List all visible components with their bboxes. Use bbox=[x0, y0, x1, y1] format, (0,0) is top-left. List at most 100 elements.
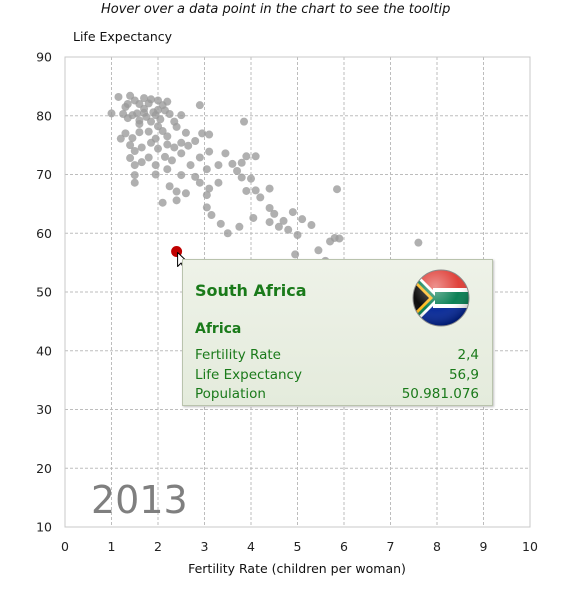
data-point[interactable] bbox=[214, 161, 223, 170]
data-point[interactable] bbox=[207, 211, 216, 220]
year-label: 2013 bbox=[91, 478, 188, 522]
data-point[interactable] bbox=[205, 147, 214, 156]
data-point[interactable] bbox=[279, 216, 288, 225]
data-point[interactable] bbox=[242, 152, 251, 161]
data-point[interactable] bbox=[147, 117, 156, 126]
data-point[interactable] bbox=[265, 218, 274, 227]
data-point[interactable] bbox=[123, 100, 132, 108]
data-point[interactable] bbox=[195, 178, 204, 187]
data-point[interactable] bbox=[237, 173, 246, 182]
data-point[interactable] bbox=[107, 109, 116, 118]
data-point[interactable] bbox=[251, 152, 260, 161]
data-point[interactable] bbox=[163, 165, 172, 174]
data-point[interactable] bbox=[288, 208, 297, 217]
data-point[interactable] bbox=[237, 158, 246, 167]
data-point[interactable] bbox=[135, 119, 144, 128]
data-point[interactable] bbox=[144, 127, 153, 136]
data-point[interactable] bbox=[181, 128, 190, 137]
data-point[interactable] bbox=[114, 92, 123, 101]
data-point[interactable] bbox=[191, 172, 200, 181]
data-point[interactable] bbox=[140, 94, 149, 103]
data-point[interactable] bbox=[116, 134, 125, 143]
data-point[interactable] bbox=[205, 184, 214, 193]
data-point[interactable] bbox=[256, 193, 265, 202]
data-point[interactable] bbox=[167, 156, 176, 165]
data-point[interactable] bbox=[242, 186, 251, 195]
data-point[interactable] bbox=[335, 234, 344, 243]
data-point[interactable] bbox=[240, 117, 249, 126]
data-point[interactable] bbox=[221, 149, 230, 158]
data-point[interactable] bbox=[291, 250, 300, 259]
data-point[interactable] bbox=[198, 129, 207, 138]
data-point[interactable] bbox=[333, 185, 342, 194]
data-point[interactable] bbox=[202, 203, 211, 212]
data-point[interactable] bbox=[195, 153, 204, 162]
data-point[interactable] bbox=[170, 143, 179, 152]
data-point[interactable] bbox=[163, 97, 172, 106]
data-point[interactable] bbox=[165, 182, 174, 191]
data-point[interactable] bbox=[233, 166, 242, 175]
data-point[interactable] bbox=[128, 111, 137, 120]
data-point[interactable] bbox=[284, 225, 293, 234]
data-point[interactable] bbox=[151, 161, 160, 170]
data-point[interactable] bbox=[130, 147, 139, 155]
data-point[interactable] bbox=[135, 100, 144, 108]
data-point[interactable] bbox=[154, 144, 162, 153]
data-point[interactable] bbox=[414, 238, 423, 247]
data-point[interactable] bbox=[202, 165, 211, 174]
data-point[interactable] bbox=[172, 122, 181, 131]
data-point[interactable] bbox=[163, 132, 172, 141]
data-point[interactable] bbox=[165, 109, 174, 118]
data-point[interactable] bbox=[270, 209, 279, 218]
data-point[interactable] bbox=[181, 189, 190, 198]
data-point[interactable] bbox=[147, 138, 156, 147]
data-point[interactable] bbox=[293, 231, 302, 240]
data-point[interactable] bbox=[140, 108, 149, 117]
data-point[interactable] bbox=[147, 95, 156, 104]
data-point[interactable] bbox=[214, 178, 223, 187]
data-point[interactable] bbox=[251, 186, 260, 195]
data-point[interactable] bbox=[216, 219, 225, 228]
data-point[interactable] bbox=[191, 137, 200, 146]
data-point[interactable] bbox=[202, 191, 211, 200]
data-point[interactable] bbox=[177, 149, 186, 158]
data-point[interactable] bbox=[135, 128, 144, 137]
data-point[interactable] bbox=[156, 115, 165, 124]
data-point[interactable] bbox=[130, 171, 139, 180]
data-point[interactable] bbox=[247, 174, 255, 183]
data-point[interactable] bbox=[144, 153, 153, 162]
data-point[interactable] bbox=[163, 140, 172, 149]
data-point[interactable] bbox=[177, 171, 186, 180]
data-point[interactable] bbox=[137, 143, 146, 152]
data-point[interactable] bbox=[177, 138, 186, 147]
data-point[interactable] bbox=[160, 152, 169, 161]
data-point[interactable] bbox=[154, 122, 162, 131]
data-point[interactable] bbox=[137, 158, 146, 167]
data-point[interactable] bbox=[126, 141, 135, 150]
data-point[interactable] bbox=[205, 130, 214, 139]
data-point[interactable] bbox=[314, 246, 323, 255]
data-point[interactable] bbox=[154, 105, 162, 114]
data-point[interactable] bbox=[126, 154, 135, 163]
data-point[interactable] bbox=[186, 161, 195, 170]
data-point[interactable] bbox=[177, 111, 186, 120]
data-point[interactable] bbox=[195, 101, 204, 110]
data-point[interactable] bbox=[228, 159, 237, 168]
data-point[interactable] bbox=[130, 161, 139, 170]
data-point[interactable] bbox=[235, 222, 244, 231]
data-point[interactable] bbox=[184, 141, 193, 150]
data-point[interactable] bbox=[298, 215, 307, 224]
data-point[interactable] bbox=[307, 221, 316, 230]
data-point[interactable] bbox=[130, 178, 139, 187]
data-point[interactable] bbox=[172, 196, 181, 205]
data-point[interactable] bbox=[128, 134, 137, 143]
data-point[interactable] bbox=[274, 222, 283, 231]
data-point[interactable] bbox=[121, 129, 130, 138]
data-point[interactable] bbox=[265, 184, 274, 193]
data-point[interactable] bbox=[151, 170, 160, 179]
data-point[interactable] bbox=[172, 187, 181, 196]
data-point[interactable] bbox=[158, 198, 167, 207]
data-point[interactable] bbox=[265, 203, 274, 212]
data-point[interactable] bbox=[249, 213, 258, 222]
data-point[interactable] bbox=[223, 229, 232, 238]
